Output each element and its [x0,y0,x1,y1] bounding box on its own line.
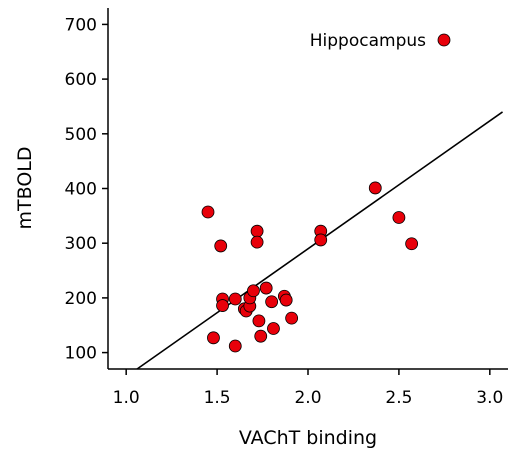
data-point [392,211,406,224]
data-point [368,181,382,195]
y-ticks: 100 200 300 400 500 600 700 [65,15,108,364]
y-tick-label: 500 [65,125,97,145]
data-point [279,293,293,307]
x-tick-label: 1.5 [204,388,231,408]
y-tick-label: 700 [65,15,97,35]
y-tick-label: 600 [65,70,97,90]
legend-marker [437,33,451,47]
axes [107,8,508,370]
y-tick-label: 100 [65,344,97,364]
data-point [285,311,299,325]
y-tick-label: 400 [65,180,97,200]
x-tick-label: 1.0 [113,388,140,408]
data-point [405,237,419,251]
data-point [247,284,260,298]
x-tick-label: 3.0 [476,388,503,408]
data-point [267,322,280,335]
data-point [216,299,229,312]
data-point [250,235,264,249]
data-point [250,224,264,238]
data-point [228,292,242,306]
legend-label: Hippocampus [310,31,426,51]
x-tick-label: 2.5 [385,388,412,408]
data-point [265,295,279,309]
x-tick-label: 2.0 [294,388,321,408]
data-point [214,239,228,253]
data-point [201,205,215,219]
y-tick-label: 200 [65,289,97,309]
data-point [252,314,266,328]
data-point [254,329,268,343]
data-point [259,281,273,295]
data-point [228,339,242,353]
legend: Hippocampus [310,31,451,51]
x-axis-title: VAChT binding [239,427,377,449]
data-points [201,181,419,353]
y-tick-label: 300 [65,234,97,254]
data-point [207,331,220,345]
x-ticks: 1.0 1.5 2.0 2.5 3.0 [113,369,503,408]
y-axis-title: mTBOLD [14,147,36,230]
data-point [314,233,328,247]
